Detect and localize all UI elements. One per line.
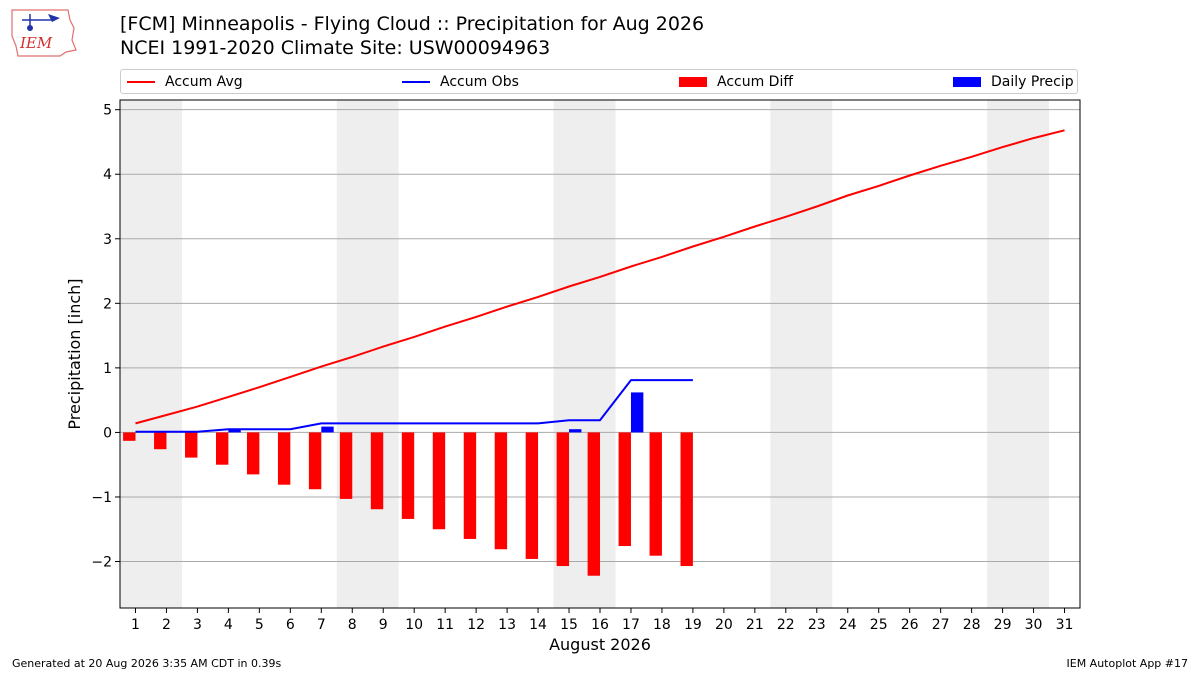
x-tick-label: 22 (777, 617, 795, 633)
x-tick-label: 12 (467, 617, 485, 633)
legend-item-daily: Daily Precip (953, 73, 1074, 91)
x-tick-label: 29 (994, 617, 1012, 633)
x-tick-label: 13 (498, 617, 516, 633)
y-tick-label: 1 (103, 361, 112, 377)
y-tick-label: 0 (103, 425, 112, 441)
legend-item-avg: Accum Avg (127, 73, 243, 91)
x-tick-label: 3 (193, 617, 202, 633)
accum-avg-line (135, 129, 1065, 425)
legend-swatch-obs (402, 81, 430, 83)
legend-label-avg: Accum Avg (165, 74, 243, 90)
accum-diff-bar (216, 432, 229, 465)
x-tick-label: 6 (286, 617, 295, 633)
title-line-2: NCEI 1991-2020 Climate Site: USW00094963 (120, 37, 551, 59)
legend-label-daily: Daily Precip (991, 74, 1074, 90)
weekend-band-2 (336, 100, 399, 608)
x-tick-label: 11 (436, 617, 454, 633)
legend-item-diff: Accum Diff (679, 73, 793, 91)
x-tick-label: 20 (715, 617, 733, 633)
footer-app: IEM Autoplot App #17 (1066, 657, 1189, 670)
y-axis-label: Precipitation [inch] (65, 278, 84, 429)
weekend-band-4 (770, 100, 833, 608)
x-tick-label: 25 (870, 617, 888, 633)
x-tick-label: 17 (622, 617, 640, 633)
x-tick-label: 8 (348, 617, 357, 633)
plot-frame (119, 99, 1081, 609)
weekend-band-3 (553, 100, 616, 608)
legend-label-obs: Accum Obs (440, 74, 519, 90)
x-tick-label: 24 (839, 617, 857, 633)
accum-diff-bar (463, 432, 477, 539)
x-tick-label: 26 (901, 617, 919, 633)
accum-diff-bar (339, 432, 353, 499)
daily-precip-bar (569, 429, 582, 433)
legend-label-diff: Accum Diff (717, 74, 794, 90)
x-tick-label: 31 (1056, 617, 1074, 633)
legend-item-obs: Accum Obs (402, 73, 519, 91)
accum-diff-bar (556, 432, 570, 567)
x-tick-label: 16 (591, 617, 609, 633)
accum-diff-bar (649, 432, 662, 556)
x-tick-label: 10 (405, 617, 423, 633)
weekend-band-1 (120, 100, 182, 608)
x-tick-label: 4 (224, 617, 233, 633)
x-tick-label: 1 (131, 617, 140, 633)
accum-diff-bar (432, 432, 446, 530)
weekend-band-5 (987, 100, 1050, 608)
y-tick-label: 3 (103, 232, 112, 248)
accum-diff-bar (401, 432, 415, 519)
x-tick-label: 21 (746, 617, 764, 633)
x-tick-label: 28 (963, 617, 981, 633)
x-tick-label: 15 (560, 617, 578, 633)
y-tick-label: −2 (91, 555, 112, 571)
y-tick-label: 5 (103, 103, 112, 119)
y-tick-label: 4 (103, 167, 112, 183)
iem-logo: IEM (11, 9, 77, 57)
x-tick-label: 23 (808, 617, 826, 633)
footer-generated: Generated at 20 Aug 2026 3:35 AM CDT in … (12, 657, 282, 670)
accum-obs-line (135, 379, 693, 433)
accum-diff-bar (185, 432, 198, 458)
accum-diff-bar (587, 432, 600, 576)
chart-title: [FCM] Minneapolis - Flying Cloud :: Prec… (120, 12, 704, 60)
daily-precip-bar (228, 429, 241, 433)
accum-diff-bar (680, 432, 693, 567)
accum-diff-bar (525, 432, 539, 559)
daily-precip-bar (630, 392, 644, 433)
x-tick-label: 14 (529, 617, 547, 633)
accum-diff-bar (370, 432, 384, 510)
accum-diff-bar (618, 432, 631, 547)
x-axis-label: August 2026 (549, 635, 651, 654)
accum-diff-bar (277, 432, 291, 485)
logo-text: IEM (19, 34, 53, 52)
x-tick-label: 27 (932, 617, 950, 633)
x-tick-label: 5 (255, 617, 264, 633)
x-tick-label: 7 (317, 617, 326, 633)
accum-diff-bar (494, 432, 508, 550)
legend: Accum Avg Accum Obs Accum Diff Daily Pre… (120, 69, 1078, 94)
x-tick-label: 9 (379, 617, 388, 633)
y-tick-label: 2 (103, 296, 112, 312)
x-tick-label: 2 (162, 617, 171, 633)
x-tick-label: 19 (684, 617, 702, 633)
accum-diff-bar (154, 432, 167, 450)
accum-diff-bar (246, 432, 260, 475)
x-tick-label: 30 (1025, 617, 1043, 633)
accum-diff-bar (123, 432, 136, 441)
x-tick-label: 18 (653, 617, 671, 633)
daily-precip-bar (321, 426, 334, 433)
legend-swatch-avg (127, 81, 155, 83)
title-line-1: [FCM] Minneapolis - Flying Cloud :: Prec… (120, 13, 705, 35)
legend-swatch-daily (953, 77, 981, 87)
accum-diff-bar (308, 432, 322, 490)
y-tick-label: −1 (91, 490, 112, 506)
legend-swatch-diff (679, 77, 707, 87)
